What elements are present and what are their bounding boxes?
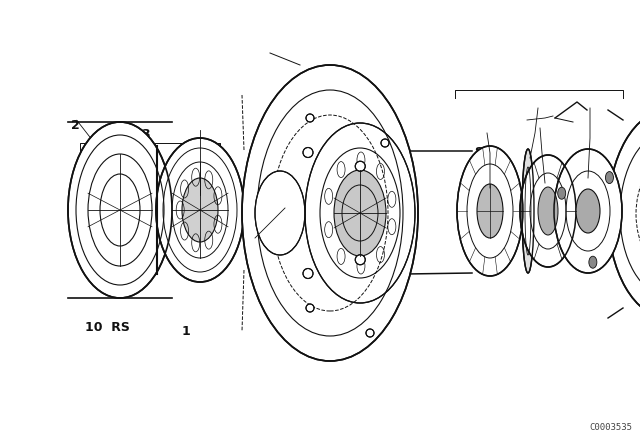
Ellipse shape xyxy=(538,187,558,235)
Ellipse shape xyxy=(306,304,314,312)
Text: 5: 5 xyxy=(355,157,364,170)
Text: 1: 1 xyxy=(181,325,190,338)
Ellipse shape xyxy=(605,172,614,184)
Ellipse shape xyxy=(334,170,386,256)
Ellipse shape xyxy=(576,189,600,233)
Ellipse shape xyxy=(306,114,314,122)
Ellipse shape xyxy=(255,171,305,255)
Ellipse shape xyxy=(520,155,576,267)
Text: 7: 7 xyxy=(391,150,400,164)
Ellipse shape xyxy=(608,110,640,318)
Text: 4: 4 xyxy=(328,177,337,190)
Text: 9: 9 xyxy=(339,287,348,300)
Text: 6: 6 xyxy=(355,169,364,182)
Ellipse shape xyxy=(522,149,534,273)
Text: C0003535: C0003535 xyxy=(589,423,632,432)
Ellipse shape xyxy=(305,123,415,303)
Ellipse shape xyxy=(182,178,218,242)
Ellipse shape xyxy=(557,187,566,199)
Ellipse shape xyxy=(303,147,313,158)
Ellipse shape xyxy=(477,184,503,238)
Ellipse shape xyxy=(355,255,365,265)
Text: 3: 3 xyxy=(141,128,150,141)
Ellipse shape xyxy=(554,149,622,273)
Ellipse shape xyxy=(589,256,597,268)
Ellipse shape xyxy=(156,138,244,282)
Ellipse shape xyxy=(242,65,418,361)
Text: 10  RS: 10 RS xyxy=(85,320,130,334)
Ellipse shape xyxy=(303,268,313,279)
Ellipse shape xyxy=(366,329,374,337)
Ellipse shape xyxy=(457,146,523,276)
Ellipse shape xyxy=(381,139,389,147)
Ellipse shape xyxy=(68,122,172,298)
Text: 8: 8 xyxy=(474,146,483,159)
Text: 10  RS: 10 RS xyxy=(303,339,348,353)
Ellipse shape xyxy=(470,153,494,273)
Ellipse shape xyxy=(355,161,365,171)
Text: 2: 2 xyxy=(71,119,80,132)
